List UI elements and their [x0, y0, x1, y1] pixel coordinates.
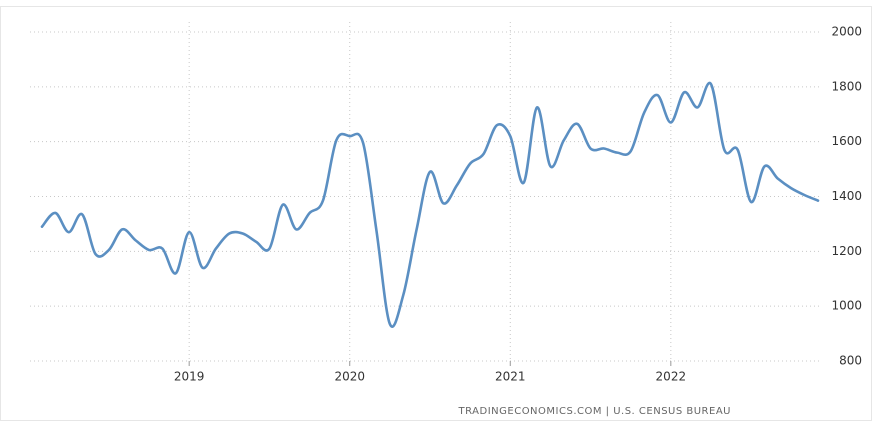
y-tick-label: 1400	[831, 189, 862, 203]
x-tick-label: 2020	[334, 370, 365, 384]
source: TRADINGECONOMICS.COM | U.S. CENSUS BUREA…	[458, 406, 731, 417]
y-tick-label: 1200	[831, 244, 862, 258]
y-tick-label: 1000	[831, 299, 862, 313]
y-tick-label: 800	[839, 354, 862, 368]
x-tick-label: 2019	[174, 370, 205, 384]
x-tick-label: 2021	[495, 370, 526, 384]
y-tick-label: 1600	[831, 134, 862, 148]
data-line	[40, 81, 820, 328]
y-tick-label: 2000	[831, 25, 862, 39]
chart-frame	[0, 6, 872, 421]
y-tick-label: 1800	[831, 79, 862, 93]
x-tick-label: 2022	[656, 370, 687, 384]
